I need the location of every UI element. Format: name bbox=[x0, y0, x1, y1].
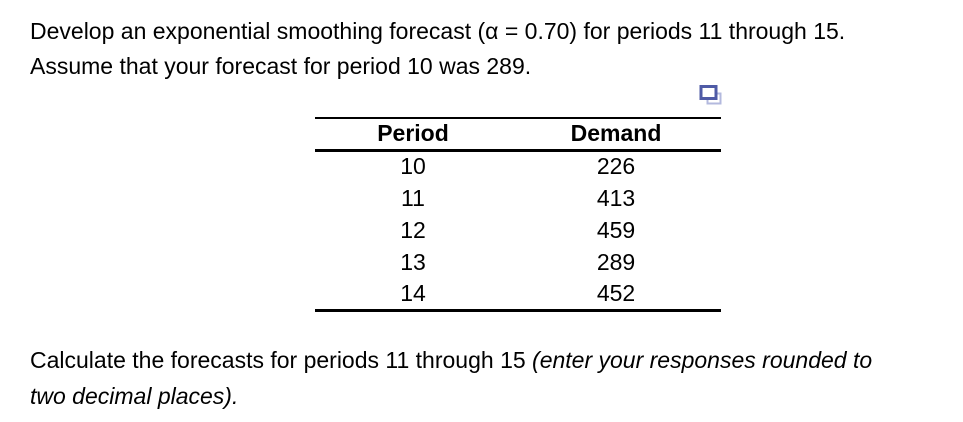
demand-table-header-row: Period Demand bbox=[315, 117, 721, 152]
table-row: 13 289 bbox=[315, 246, 721, 278]
table-row: 11 413 bbox=[315, 182, 721, 214]
question-line-1: Develop an exponential smoothing forecas… bbox=[30, 18, 846, 44]
demand-cell: 459 bbox=[596, 216, 636, 243]
instruction-line-1: Calculate the forecasts for periods 11 t… bbox=[30, 342, 963, 378]
column-header-period: Period bbox=[315, 117, 511, 152]
period-cell: 10 bbox=[400, 153, 426, 180]
table-row: 10 226 bbox=[315, 150, 721, 182]
table-row: 12 459 bbox=[315, 214, 721, 246]
instruction-statement: Calculate the forecasts for periods 11 t… bbox=[30, 342, 963, 414]
demand-table: Period Demand 10 226 11 413 12 459 13 28… bbox=[315, 117, 721, 312]
table-row: 14 452 bbox=[315, 278, 721, 312]
demand-cell: 413 bbox=[596, 184, 636, 211]
period-cell: 14 bbox=[315, 278, 511, 312]
demand-cell: 226 bbox=[596, 153, 636, 180]
instruction-italic-part: (enter your responses rounded to bbox=[532, 347, 873, 373]
period-cell: 13 bbox=[400, 248, 426, 275]
demand-cell: 289 bbox=[596, 248, 636, 275]
column-header-demand: Demand bbox=[511, 117, 721, 152]
instruction-normal-part: Calculate the forecasts for periods 11 t… bbox=[30, 347, 533, 373]
copy-table-icon[interactable] bbox=[699, 84, 723, 108]
question-line-2: Assume that your forecast for period 10 … bbox=[30, 53, 532, 79]
question-statement: Develop an exponential smoothing forecas… bbox=[30, 14, 963, 84]
copy-table-icon-front-rect bbox=[699, 85, 718, 100]
instruction-line-2: two decimal places). bbox=[30, 383, 239, 409]
demand-cell: 452 bbox=[511, 278, 721, 312]
period-cell: 11 bbox=[401, 184, 425, 211]
period-cell: 12 bbox=[400, 216, 426, 243]
